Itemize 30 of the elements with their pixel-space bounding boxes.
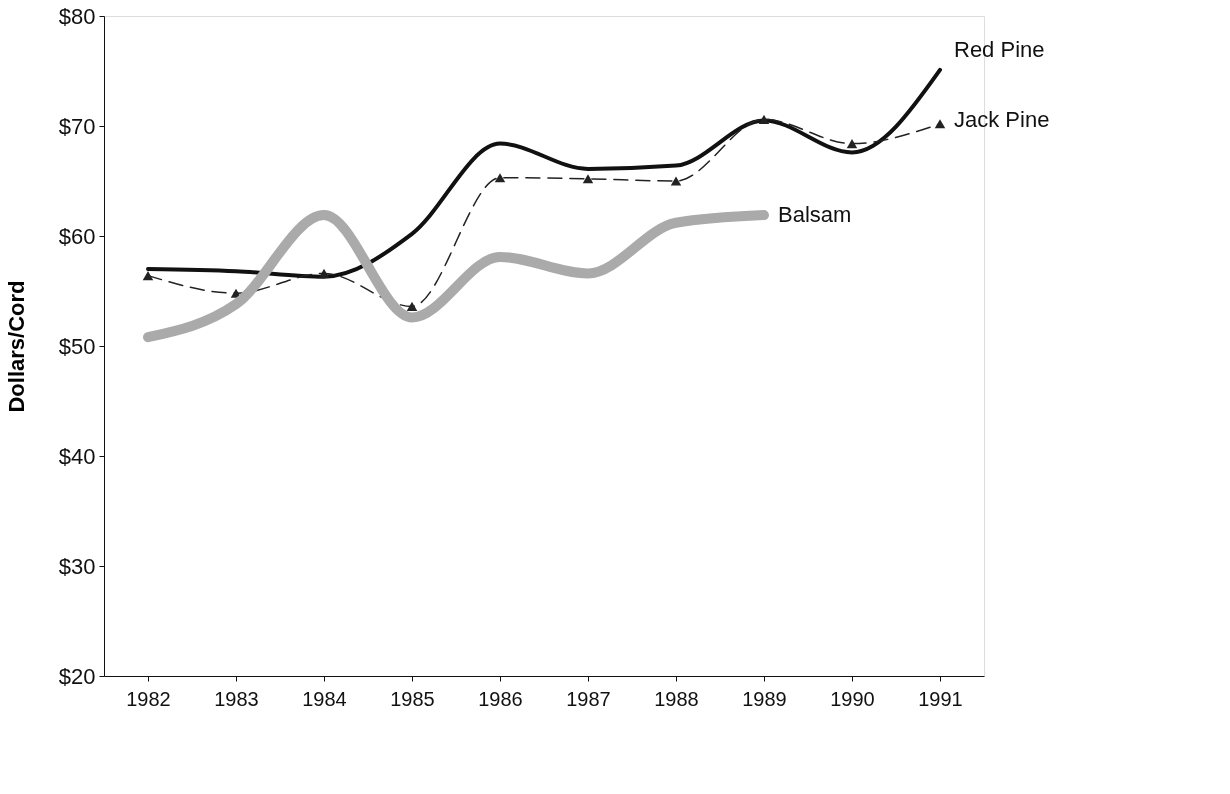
y-tick-label: $50 — [58, 333, 96, 359]
point — [758, 114, 770, 124]
x-tick-label: 1983 — [214, 687, 259, 710]
series-label: Balsam — [778, 202, 852, 228]
point — [406, 301, 418, 311]
point — [494, 173, 506, 183]
point — [318, 268, 330, 278]
x-tick-label: 1989 — [742, 687, 787, 710]
point — [582, 174, 594, 184]
point — [934, 119, 946, 129]
x-tick-label: 1988 — [654, 687, 699, 710]
y-tick-label: $30 — [58, 553, 96, 579]
point — [846, 139, 858, 149]
x-tick-label: 1986 — [478, 687, 523, 710]
series-label: Red Pine — [954, 36, 1045, 62]
y-tick-label: $20 — [58, 663, 96, 689]
x-tick-label: 1982 — [126, 687, 171, 710]
point — [142, 271, 154, 281]
y-axis-title: Dollars/Cord — [3, 280, 29, 413]
x-tick-label: 1990 — [830, 687, 875, 710]
y-tick-label: $70 — [58, 113, 96, 139]
x-tick-label: 1985 — [390, 687, 435, 710]
x-tick-label: 1987 — [566, 687, 611, 710]
x-tick-label: 1991 — [918, 687, 963, 710]
series-label: Jack Pine — [954, 106, 1050, 132]
x-tick-label: 1984 — [302, 687, 347, 710]
y-tick-label: $40 — [58, 443, 96, 469]
y-tick-label: $60 — [58, 223, 96, 249]
point — [670, 176, 682, 186]
y-tick-label: $80 — [58, 3, 96, 29]
